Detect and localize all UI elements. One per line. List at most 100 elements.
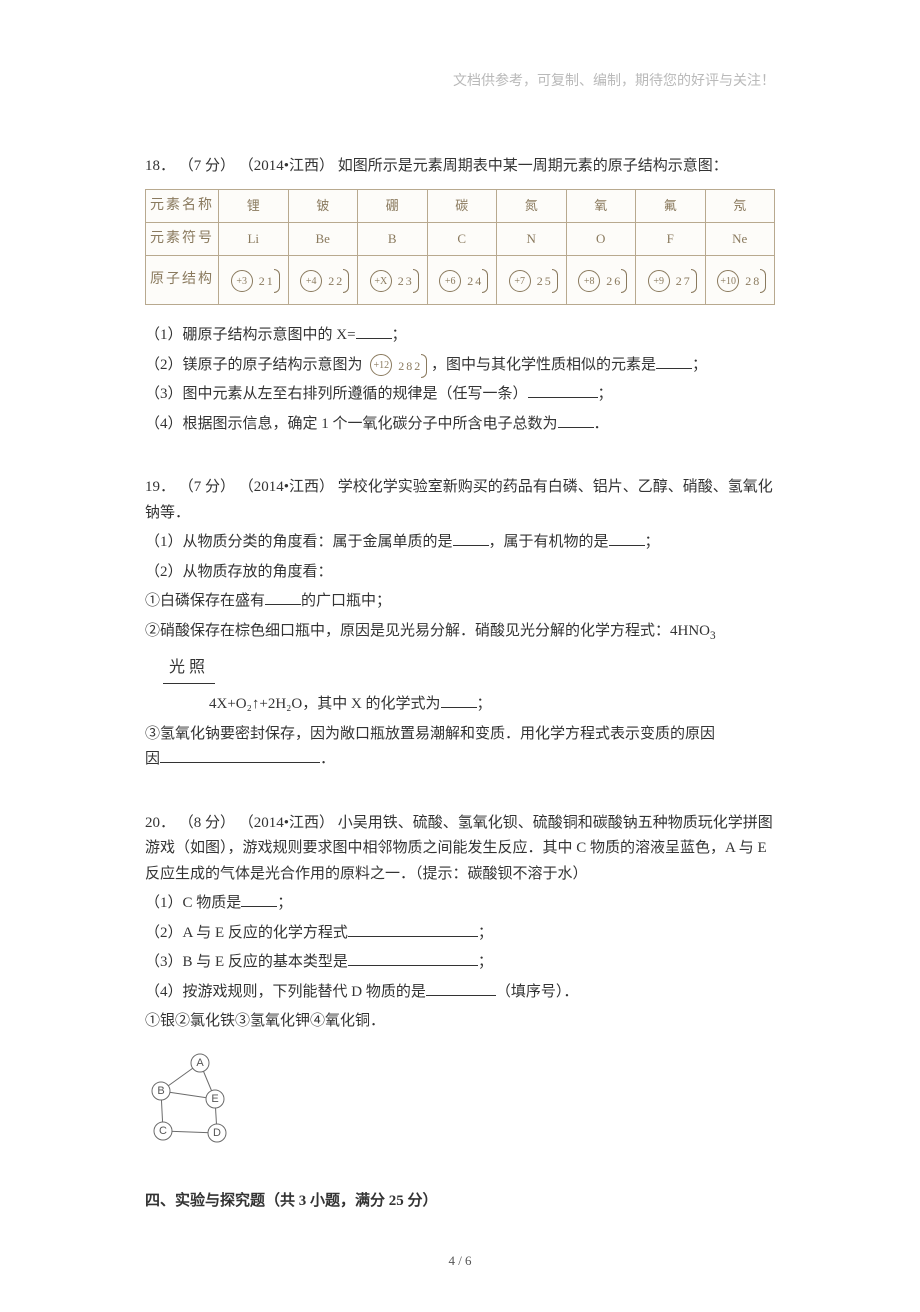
q20-options: ①银②氯化铁③氢氧化钾④氧化铜． bbox=[145, 1009, 775, 1035]
q20-source: （2014•江西） bbox=[239, 815, 334, 831]
element-symbol-2: B bbox=[358, 223, 428, 256]
element-symbol-1: Be bbox=[288, 223, 358, 256]
q19-sub1: （1）从物质分类的角度看：属于金属单质的是 ，属于有机物的是 ； bbox=[145, 530, 775, 556]
atom-cell-3: +624 bbox=[427, 256, 497, 305]
q19-sub2a-pre: ①白磷保存在盛有 bbox=[145, 593, 265, 609]
q19-sub1-post: ； bbox=[645, 534, 660, 550]
table-row-symbols: 元素符号 Li Be B C N O F Ne bbox=[146, 223, 775, 256]
q18-sub2: （2）镁原子的原子结构示意图为 +12 282 ，图中与其化学性质相似的元素是 ； bbox=[145, 353, 775, 379]
periodic-table: 元素名称 锂 铍 硼 碳 氮 氧 氟 氖 元素符号 Li Be B C N bbox=[145, 189, 775, 305]
blank bbox=[441, 692, 477, 708]
q18-sub4: （4）根据图示信息，确定 1 个一氧化碳分子中所含电子总数为 ． bbox=[145, 412, 775, 438]
q20-sub1: （1）C 物质是 ； bbox=[145, 891, 775, 917]
atom-cell-6: +927 bbox=[636, 256, 706, 305]
q19-sub1-pre: （1）从物质分类的角度看：属于金属单质的是 bbox=[145, 534, 453, 550]
atom-cell-5: +826 bbox=[566, 256, 636, 305]
blank bbox=[609, 530, 645, 546]
q20-sub2-pre: （2）A 与 E 反应的化学方程式 bbox=[145, 925, 348, 941]
q18-sub2-mid: ，图中与其化学性质相似的元素是 bbox=[431, 357, 656, 373]
node-C: C bbox=[159, 1125, 167, 1137]
element-name-1: 铍 bbox=[288, 190, 358, 223]
q18-sub3-post: ； bbox=[598, 386, 613, 402]
blank bbox=[453, 530, 489, 546]
blank bbox=[265, 589, 301, 605]
q18-stem: 18． （7 分） （2014•江西） 如图所示是元素周期表中某一周期元素的原子… bbox=[145, 154, 775, 180]
atom-cell-1: +422 bbox=[288, 256, 358, 305]
light-condition-text: 光照 bbox=[163, 654, 215, 684]
q19-sub2c-text: ③氢氧化钠要密封保存，因为敞口瓶放置易潮解和变质．用化学方程式表示变质的原因 bbox=[145, 726, 715, 742]
q18-stem-text: 如图所示是元素周期表中某一周期元素的原子结构示意图： bbox=[338, 158, 728, 174]
q19-sub2b: ②硝酸保存在棕色细口瓶中，原因是见光易分解．硝酸见光分解的化学方程式：4HNO3 bbox=[145, 619, 775, 646]
q18-source: （2014•江西） bbox=[239, 158, 334, 174]
q20-stem: 20． （8 分） （2014•江西） 小吴用铁、硫酸、氢氧化钡、硫酸铜和碳酸钠… bbox=[145, 811, 775, 888]
q19-equation-post: ； bbox=[477, 696, 492, 712]
element-name-3: 碳 bbox=[427, 190, 497, 223]
node-E: E bbox=[211, 1093, 218, 1105]
atom-cell-7: +1028 bbox=[705, 256, 775, 305]
element-symbol-0: Li bbox=[219, 223, 289, 256]
node-B: B bbox=[157, 1085, 164, 1097]
subscript-3: 3 bbox=[710, 630, 716, 642]
mg-nucleus: +12 bbox=[370, 354, 392, 376]
q19-sub2-head: （2）从物质存放的角度看： bbox=[145, 560, 775, 586]
q19-number: 19． bbox=[145, 479, 175, 495]
q20-sub1-post: ； bbox=[277, 895, 292, 911]
row-label-name: 元素名称 bbox=[146, 190, 219, 223]
periodic-table-figure: 元素名称 锂 铍 硼 碳 氮 氧 氟 氖 元素符号 Li Be B C N bbox=[145, 189, 775, 305]
q18-sub3: （3）图中元素从左至右排列所遵循的规律是（任写一条）； bbox=[145, 382, 775, 408]
q20-sub3-pre: （3）B 与 E 反应的基本类型是 bbox=[145, 954, 348, 970]
q18-sub1-pre: （1）硼原子结构示意图中的 X= bbox=[145, 327, 356, 343]
q20-sub4-pre: （4）按游戏规则，下列能替代 D 物质的是 bbox=[145, 984, 426, 1000]
q20-sub1-pre: （1）C 物质是 bbox=[145, 895, 241, 911]
element-name-7: 氖 bbox=[705, 190, 775, 223]
pentagon-diagram: A B E C D bbox=[145, 1051, 775, 1151]
q18-sub1: （1）硼原子结构示意图中的 X= ； bbox=[145, 323, 775, 349]
table-row-atoms: 原子结构 +321 +422 +X23 +624 +725 +826 +927 … bbox=[146, 256, 775, 305]
element-symbol-4: N bbox=[497, 223, 567, 256]
q19-source: （2014•江西） bbox=[239, 479, 334, 495]
pentagon-svg: A B E C D bbox=[145, 1051, 245, 1151]
page-footer: 4 / 6 bbox=[145, 1250, 775, 1272]
element-name-0: 锂 bbox=[219, 190, 289, 223]
q18-sub1-post: ； bbox=[392, 327, 407, 343]
blank bbox=[558, 412, 594, 428]
section-4-heading: 四、实验与探究题（共 3 小题，满分 25 分） bbox=[145, 1189, 775, 1215]
q19-equation-text: 4X+O₂↑+2H₂O，其中 X 的化学式为 bbox=[209, 696, 441, 712]
q18-points: （7 分） bbox=[179, 158, 235, 174]
atom-cell-0: +321 bbox=[219, 256, 289, 305]
q18-number: 18． bbox=[145, 158, 175, 174]
q20-sub2: （2）A 与 E 反应的化学方程式 ； bbox=[145, 921, 775, 947]
q18-sub2-pre: （2）镁原子的原子结构示意图为 bbox=[145, 357, 363, 373]
q20-sub4: （4）按游戏规则，下列能替代 D 物质的是（填序号）． bbox=[145, 980, 775, 1006]
row-label-atom: 原子结构 bbox=[146, 256, 219, 305]
q19-sub2b-text: ②硝酸保存在棕色细口瓶中，原因是见光易分解．硝酸见光分解的化学方程式：4HNO bbox=[145, 623, 710, 639]
q20-sub3: （3）B 与 E 反应的基本类型是 ； bbox=[145, 950, 775, 976]
atom-cell-4: +725 bbox=[497, 256, 567, 305]
q18-sub2-post: ； bbox=[692, 357, 707, 373]
q19-sub1-mid: ，属于有机物的是 bbox=[489, 534, 609, 550]
mg-atom-diagram: +12 282 bbox=[370, 354, 423, 376]
q19-points: （7 分） bbox=[179, 479, 235, 495]
table-row-names: 元素名称 锂 铍 硼 碳 氮 氧 氟 氖 bbox=[146, 190, 775, 223]
element-symbol-3: C bbox=[427, 223, 497, 256]
light-condition-label: 光照 bbox=[145, 650, 775, 688]
element-symbol-7: Ne bbox=[705, 223, 775, 256]
blank bbox=[656, 353, 692, 369]
q20-sub2-post: ； bbox=[478, 925, 493, 941]
blank bbox=[348, 921, 478, 937]
node-A: A bbox=[196, 1057, 204, 1069]
atom-cell-2: +X23 bbox=[358, 256, 428, 305]
element-name-5: 氧 bbox=[566, 190, 636, 223]
q18-sub4-pre: （4）根据图示信息，确定 1 个一氧化碳分子中所含电子总数为 bbox=[145, 416, 558, 432]
q20-points: （8 分） bbox=[179, 815, 235, 831]
q20-number: 20． bbox=[145, 815, 175, 831]
q19-sub2c-cont: 因 bbox=[145, 751, 160, 767]
blank bbox=[241, 891, 277, 907]
q19-sub2a: ①白磷保存在盛有的广口瓶中； bbox=[145, 589, 775, 615]
q20-sub3-post: ； bbox=[478, 954, 493, 970]
element-symbol-5: O bbox=[566, 223, 636, 256]
question-19: 19． （7 分） （2014•江西） 学校化学实验室新购买的药品有白磷、铝片、… bbox=[145, 475, 775, 772]
q18-sub4-post: ． bbox=[594, 416, 609, 432]
blank bbox=[426, 980, 496, 996]
row-label-symbol: 元素符号 bbox=[146, 223, 219, 256]
